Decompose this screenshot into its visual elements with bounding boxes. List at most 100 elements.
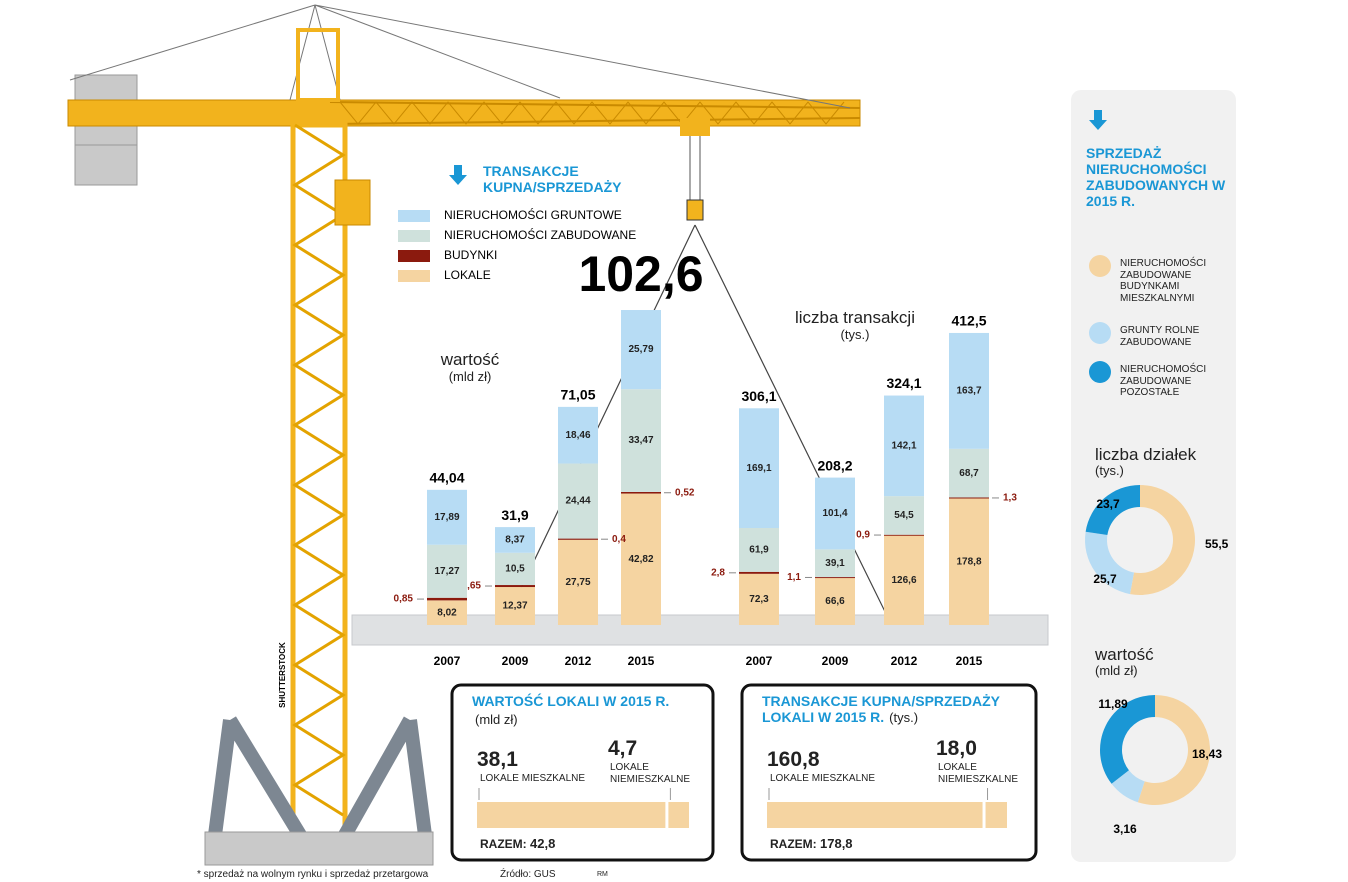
value-label: 17,89 — [434, 512, 459, 523]
value-label: 1,1 — [787, 572, 801, 583]
box-title: TRANSAKCJE KUPNA/SPRZEDAŻY LOKALI W 2015… — [762, 693, 1000, 726]
value-label: 18,46 — [565, 430, 590, 441]
bar-segment — [815, 477, 855, 550]
chart-subtitle: (tys.) — [840, 327, 870, 342]
bar-segment — [815, 577, 855, 625]
x-tick-label: 2015 — [956, 654, 983, 668]
bar-segment — [427, 597, 467, 601]
total-label: 178,8 — [820, 836, 853, 851]
bar-segment — [815, 549, 855, 578]
bar — [477, 802, 666, 828]
box-title: WARTOŚĆ LOKALI W 2015 R. — [472, 693, 670, 709]
value-label: 163,7 — [956, 386, 981, 397]
value-label: 12,37 — [502, 601, 527, 612]
bar-segment — [621, 491, 661, 494]
bar-segment — [427, 489, 467, 545]
legend-swatch — [398, 210, 430, 222]
bar-segment — [621, 493, 661, 625]
arrow-icons — [449, 110, 1107, 185]
category-label: LOKALE NIEMIESZKALNE — [938, 762, 1019, 785]
chart-subtitle: (mld zł) — [448, 369, 492, 384]
bar-segment — [427, 600, 467, 625]
bar-segment — [949, 448, 989, 498]
bar-segment — [495, 527, 535, 553]
value-label: 0,65 — [462, 581, 482, 592]
value-label: 33,47 — [628, 435, 653, 446]
bar-segment — [949, 498, 989, 625]
bar-segment — [884, 496, 924, 535]
x-tick-label: 2015 — [628, 654, 655, 668]
chart-title: wartość — [440, 350, 500, 369]
bar-segment — [621, 389, 661, 492]
legend-swatch — [398, 270, 430, 282]
value-label: 0,52 — [675, 487, 695, 498]
legend-swatch — [1089, 255, 1111, 277]
value-label: 23,7 — [1096, 497, 1120, 511]
bar-segment — [495, 587, 535, 625]
value-label: 169,1 — [746, 463, 771, 474]
value-label: 17,27 — [434, 566, 459, 577]
bar-segment — [558, 538, 598, 540]
footnote: * sprzedaż na wolnym rynku i sprzedaż pr… — [197, 869, 429, 880]
total-label: 71,05 — [560, 387, 595, 403]
total-text: RAZEM: — [770, 837, 817, 851]
value-label: 0,9 — [856, 530, 870, 541]
box-subtitle: (tys.) — [889, 710, 919, 726]
donut-segment — [1085, 531, 1135, 595]
value-label: 66,6 — [825, 596, 845, 607]
author: RM — [597, 871, 608, 878]
total-text: RAZEM: — [480, 837, 527, 851]
source: Źródło: GUS — [500, 869, 556, 880]
value-label: 126,6 — [891, 575, 916, 586]
donut-segment — [1111, 770, 1145, 803]
value-label: 39,1 — [825, 558, 845, 569]
x-tick-label: 2012 — [891, 654, 918, 668]
legend-swatch — [398, 230, 430, 242]
bar-segment — [558, 463, 598, 539]
chart-subtitle: (mld zł) — [1095, 663, 1138, 678]
donut-segment — [1137, 695, 1210, 805]
bar-segment — [739, 528, 779, 572]
bar-segment — [884, 535, 924, 625]
value-label: 18,0 — [936, 737, 977, 760]
legend-label: NIERUCHOMOŚCI ZABUDOWANE BUDYNKAMI MIESZ… — [1120, 258, 1207, 304]
total-label: 44,04 — [429, 470, 464, 486]
bar-segment — [815, 577, 855, 579]
value-label: 160,8 — [767, 748, 820, 771]
value-label: 61,9 — [749, 545, 769, 556]
total-label: 42,8 — [530, 836, 556, 851]
bar-segment — [558, 539, 598, 625]
value-label: 10,5 — [505, 564, 525, 575]
value-label: 8,37 — [505, 535, 525, 546]
value-label: 27,75 — [565, 577, 590, 588]
value-label: 101,4 — [822, 508, 847, 519]
value-label: 4,7 — [608, 737, 638, 760]
bar-segment — [427, 544, 467, 598]
legend-label: NIERUCHOMOŚCI ZABUDOWANE POZOSTAŁE — [1120, 364, 1207, 398]
value-label: 25,79 — [628, 344, 653, 355]
crane — [67, 4, 896, 866]
value-label: 11,89 — [1098, 697, 1128, 711]
bar-segment — [884, 534, 924, 536]
bar — [767, 802, 983, 828]
legend-label: NIERUCHOMOŚCI GRUNTOWE — [444, 207, 622, 222]
chart-title: liczba transakcji — [795, 308, 915, 327]
legend-label: LOKALE — [444, 268, 491, 282]
value-label: 38,1 — [477, 748, 518, 771]
bar-segment — [495, 585, 535, 588]
total-label: 102,6 — [578, 246, 703, 302]
total-label: 31,9 — [501, 507, 528, 523]
legend-label: BUDYNKI — [444, 248, 497, 262]
bar — [668, 802, 689, 828]
legend-label: GRUNTY ROLNE ZABUDOWANE — [1120, 325, 1200, 348]
value-label: 68,7 — [959, 468, 979, 479]
chart-title: wartość — [1095, 645, 1154, 664]
photo-credit: SHUTTERSTOCK — [278, 642, 287, 708]
bar-segment — [621, 310, 661, 390]
value-label: 1,3 — [1003, 493, 1017, 504]
donut-segment — [1130, 485, 1195, 595]
x-tick-label: 2009 — [502, 654, 529, 668]
bar-segment — [739, 408, 779, 529]
